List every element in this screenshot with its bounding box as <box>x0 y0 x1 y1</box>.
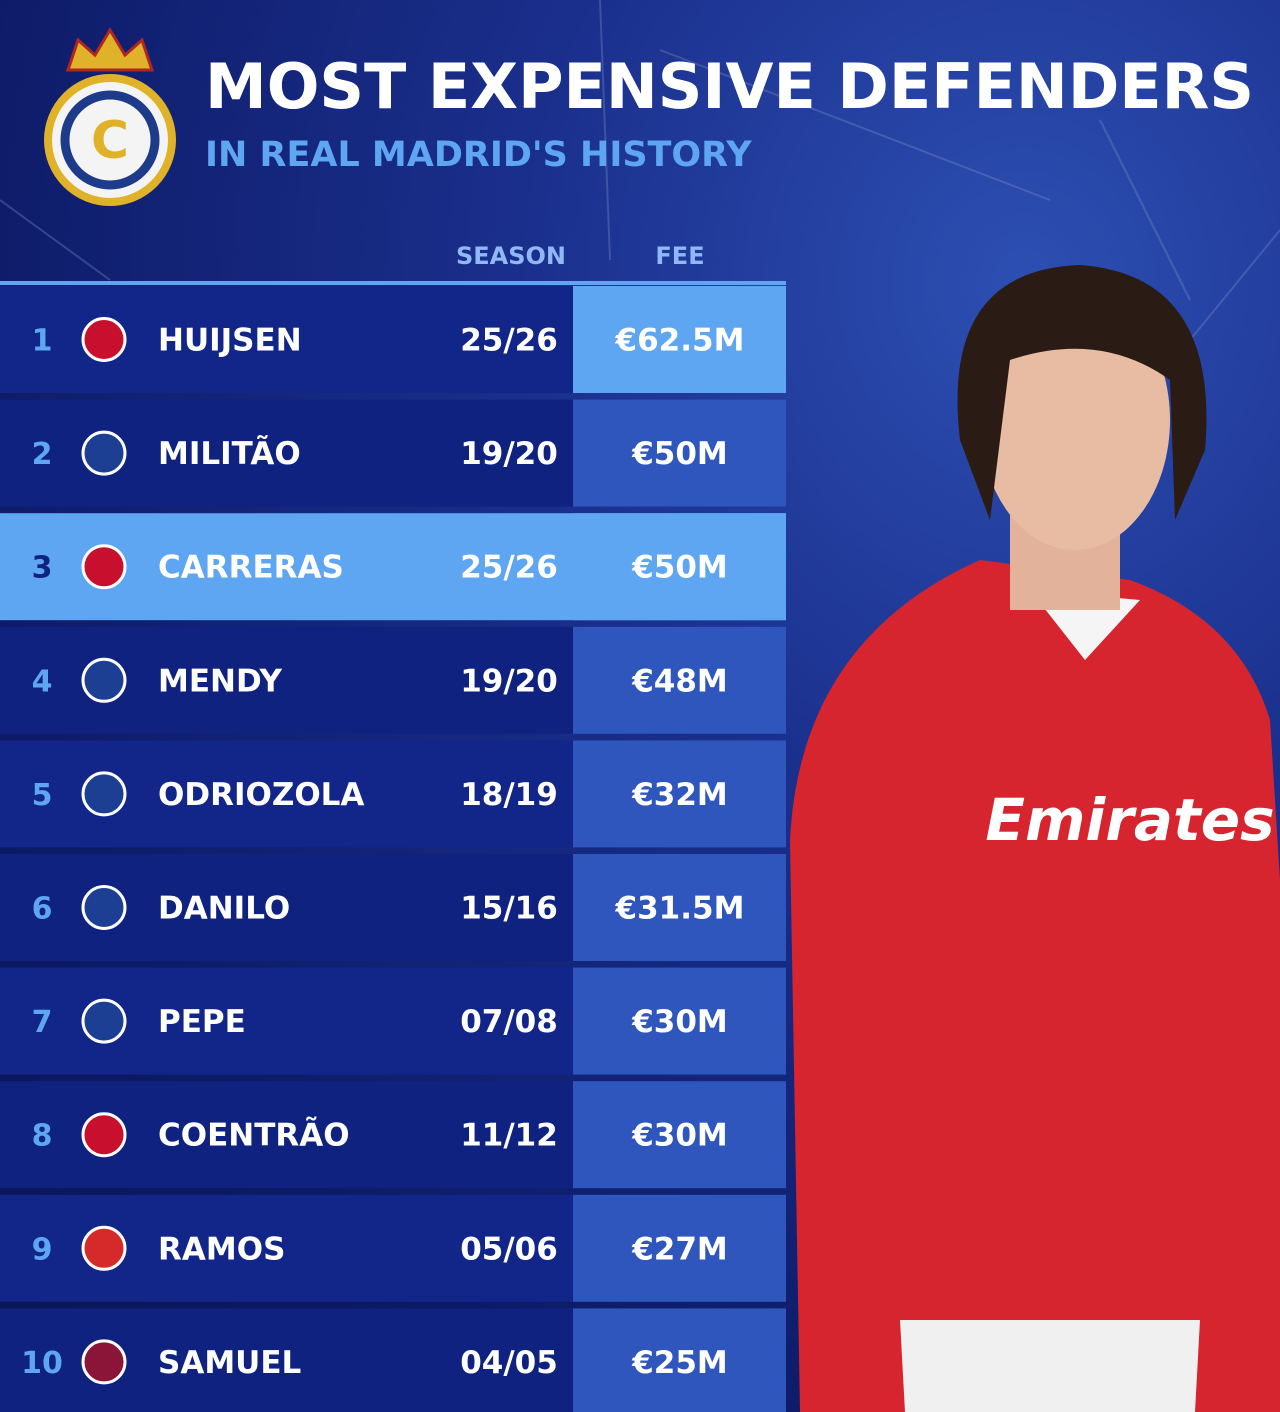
season: 25/26 <box>460 550 558 586</box>
fee: €27M <box>631 1231 728 1267</box>
fee-cell <box>573 513 786 621</box>
club-badge <box>81 1112 127 1158</box>
fee-cell <box>573 399 786 507</box>
season: 15/16 <box>460 891 558 927</box>
crest-band <box>60 90 160 190</box>
player-name: RAMOS <box>158 1231 285 1267</box>
club-badge <box>81 1225 127 1271</box>
season: 05/06 <box>460 1231 558 1267</box>
rank: 6 <box>32 892 53 927</box>
club-crest: C <box>44 27 176 206</box>
player-name: PEPE <box>158 1004 246 1040</box>
title: MOST EXPENSIVE DEFENDERS <box>205 50 1254 123</box>
season: 18/19 <box>460 777 558 813</box>
deco-line <box>0 199 111 281</box>
table-row: 1 HUIJSEN 25/26 €62.5M <box>0 286 786 393</box>
club-badge <box>81 657 127 703</box>
club-badge <box>81 1339 127 1385</box>
fee: €32M <box>631 777 728 813</box>
subtitle: IN REAL MADRID'S HISTORY <box>205 135 752 175</box>
rank: 7 <box>32 1005 53 1040</box>
fee: €62.5M <box>615 323 745 359</box>
table-row: 4 MENDY 19/20 €48M <box>0 626 786 734</box>
player-name: COENTRÃO <box>158 1117 350 1154</box>
table-rows: 1 HUIJSEN 25/26 €62.5M 2 MILITÃO 19/20 €50M 3 CAR… <box>0 286 786 1412</box>
rank: 2 <box>32 437 53 472</box>
player-hair <box>957 265 1207 520</box>
deco-line <box>599 0 611 261</box>
club-badge <box>81 544 127 590</box>
player-shorts <box>900 1320 1200 1412</box>
column-header: FEE <box>655 242 704 270</box>
rank: 1 <box>32 324 53 359</box>
player-name: CARRERAS <box>158 550 344 586</box>
rank: 5 <box>32 778 53 813</box>
fee: €50M <box>631 550 728 586</box>
season: 04/05 <box>460 1345 558 1381</box>
table-row: 2 MILITÃO 19/20 €50M <box>0 399 786 507</box>
fee-cell <box>573 286 786 393</box>
season: 25/26 <box>460 323 558 359</box>
fee-cell <box>573 1308 786 1412</box>
shirt-sponsor: Emirates <box>985 786 1274 854</box>
season: 11/12 <box>460 1118 558 1154</box>
fee: €30M <box>631 1118 728 1154</box>
fee: €25M <box>631 1345 728 1381</box>
table-row: 8 COENTRÃO 11/12 €30M <box>0 1081 786 1189</box>
season: 19/20 <box>460 663 558 699</box>
table-row: 5 ODRIOZOLA 18/19 €32M <box>0 740 786 848</box>
crest-crown <box>65 27 155 72</box>
fee-cell <box>573 967 786 1075</box>
fee: €48M <box>631 663 728 699</box>
fee: €31.5M <box>615 891 745 927</box>
fee-cell <box>573 1194 786 1302</box>
season: 19/20 <box>460 436 558 472</box>
rank: 10 <box>21 1346 63 1381</box>
deco-line <box>1099 119 1191 301</box>
fee-cell <box>573 626 786 734</box>
player-name: ODRIOZOLA <box>158 777 364 813</box>
player-name: DANILO <box>158 891 290 927</box>
rank: 3 <box>32 551 53 586</box>
table-row: 6 DANILO 15/16 €31.5M <box>0 854 786 961</box>
club-badge <box>81 317 127 362</box>
table-row: 7 PEPE 07/08 €30M <box>0 967 786 1075</box>
club-badge <box>81 998 127 1044</box>
column-header: SEASON <box>456 242 566 270</box>
fee: €30M <box>631 1004 728 1040</box>
player-name: HUIJSEN <box>158 323 302 359</box>
club-badge <box>81 430 127 476</box>
player-name: MILITÃO <box>158 435 301 472</box>
table-row: 10 SAMUEL 04/05 €25M <box>0 1308 786 1412</box>
rank: 9 <box>32 1232 53 1267</box>
rank: 8 <box>32 1119 53 1154</box>
fee-cell <box>573 1081 786 1189</box>
club-badge <box>81 885 127 930</box>
table-row: 9 RAMOS 05/06 €27M <box>0 1194 786 1302</box>
player-name: MENDY <box>158 663 282 699</box>
fee-cell <box>573 854 786 961</box>
fee: €50M <box>631 436 728 472</box>
deco-line <box>659 49 1051 201</box>
club-badge <box>81 771 127 817</box>
player-photo: Emirates <box>790 265 1280 1412</box>
player-name: SAMUEL <box>158 1345 301 1381</box>
player-shirt <box>790 560 1280 1412</box>
fee-cell <box>573 740 786 848</box>
rank: 4 <box>32 664 53 699</box>
deco-line <box>1189 229 1280 341</box>
table-row: 3 CARRERAS 25/26 €50M <box>0 513 786 621</box>
season: 07/08 <box>460 1004 558 1040</box>
crest-letters: C <box>91 111 129 171</box>
